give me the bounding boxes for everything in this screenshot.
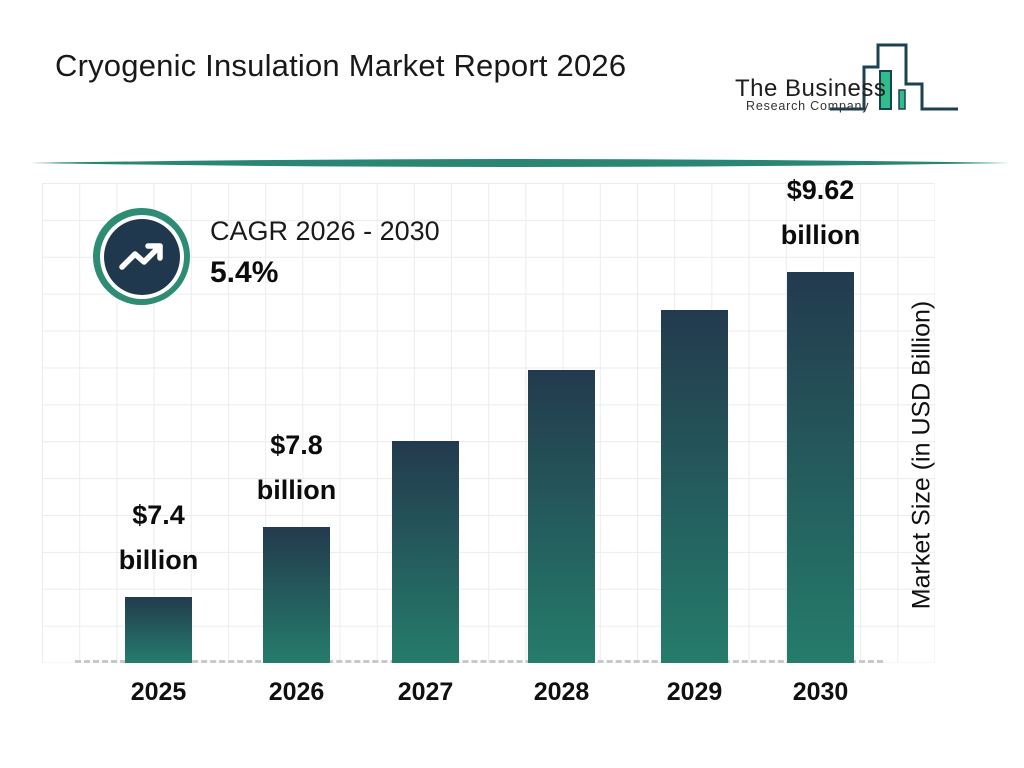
x-axis-label-2030: 2030 xyxy=(792,678,849,706)
bar-2026 xyxy=(263,527,330,663)
y-axis-label: Market Size (in USD Billion) xyxy=(907,300,936,610)
logo-green-bar-icon xyxy=(879,70,892,110)
chart-plot-area xyxy=(42,183,935,663)
bar-value-label-2026: $7.8 billion xyxy=(217,423,377,513)
bar-2025 xyxy=(125,597,192,663)
bar-value-label-line: $7.8 xyxy=(270,430,323,460)
x-axis-label-2026: 2026 xyxy=(268,678,325,706)
logo-subname: Research Company xyxy=(746,99,869,113)
bar-2029 xyxy=(661,310,728,663)
x-axis-label-2028: 2028 xyxy=(533,678,590,706)
cagr-label: CAGR 2026 - 2030 xyxy=(210,216,440,246)
bar-2027 xyxy=(392,441,459,663)
page-title: Cryogenic Insulation Market Report 2026 xyxy=(55,48,627,83)
x-axis-label-2029: 2029 xyxy=(666,678,723,706)
bar-value-label-line: $7.4 xyxy=(132,500,185,530)
bar-value-label-line: $9.62 xyxy=(786,175,855,205)
bar-value-label-2025: $7.4 billion xyxy=(79,493,239,583)
chart-baseline xyxy=(75,660,883,663)
logo-skyline-icon xyxy=(830,43,958,111)
divider-line xyxy=(30,159,1010,167)
bar-2030 xyxy=(787,272,854,663)
bar-value-label-line: billion xyxy=(118,545,199,575)
cagr-value: 5.4% xyxy=(210,256,279,289)
logo-name: The Business xyxy=(735,75,886,102)
company-logo: The Business Research Company xyxy=(735,43,958,113)
cagr-text-block: CAGR 2026 - 2030 5.4% xyxy=(210,216,440,290)
x-axis-label-2025: 2025 xyxy=(130,678,187,706)
trending-up-icon xyxy=(118,242,163,270)
bar-value-label-2030: $9.62 billion xyxy=(741,168,901,258)
bar-value-label-line: billion xyxy=(256,475,337,505)
logo-green-bar-small-icon xyxy=(898,89,906,110)
cagr-badge xyxy=(93,208,190,305)
cagr-badge-ring xyxy=(99,214,184,299)
x-axis-label-2027: 2027 xyxy=(397,678,454,706)
cagr-badge-circle xyxy=(103,218,180,295)
bar-2028 xyxy=(528,370,595,663)
bar-value-label-line: billion xyxy=(780,220,861,250)
